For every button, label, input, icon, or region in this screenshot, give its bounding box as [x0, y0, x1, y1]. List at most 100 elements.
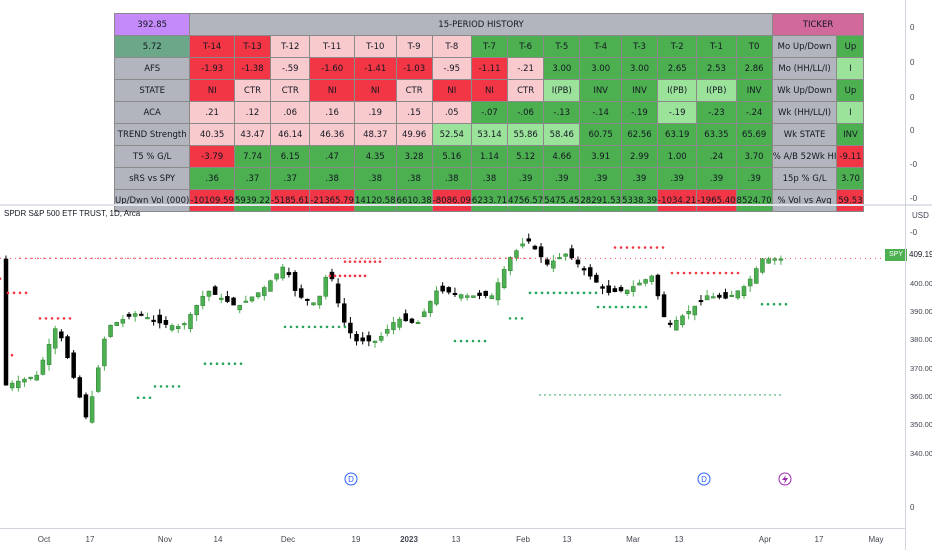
chart-title: SPDR S&P 500 ETF TRUST, 1D, Arca	[4, 209, 141, 218]
corner-value-cell: 392.85	[113, 13, 191, 36]
resistance-dot	[163, 257, 165, 260]
support-dot	[749, 394, 751, 396]
candle-body	[428, 301, 433, 314]
table-cell: 58.46	[543, 123, 581, 146]
table-row: T5 % G/L -3.79 7.74 6.15.47 4.35 3.28 5.16 1.14…	[113, 145, 865, 168]
table-cell: .38	[309, 167, 355, 190]
support-dot	[759, 394, 761, 396]
table-cell: 6.15	[270, 145, 311, 168]
resistance-dot	[378, 260, 382, 263]
support-dot	[709, 394, 711, 396]
candle-body	[286, 272, 292, 275]
price-axis[interactable]: USD 0 0 0 0 -0 -0 -0 400.00 390.00 380.00 370.00 36…	[905, 0, 932, 550]
resistance-dot	[187, 257, 189, 260]
table-cell: T-11	[309, 35, 355, 58]
support-dot	[739, 394, 741, 396]
candle-body	[397, 318, 402, 328]
resistance-dot	[259, 257, 261, 260]
support-dot	[539, 394, 541, 396]
side-value-cell: I	[836, 101, 865, 124]
indicator-axis-tick: -0	[910, 194, 918, 203]
table-cell: I(PB)	[696, 79, 737, 102]
support-dot	[552, 291, 556, 295]
time-axis-tick: 17	[814, 535, 824, 544]
resistance-dot	[211, 257, 213, 260]
table-cell: T-3	[620, 35, 659, 58]
resistance-dot	[145, 257, 147, 260]
price-axis-tick: 350.00	[910, 420, 932, 429]
table-cell: -.21	[507, 57, 545, 80]
candle-body	[661, 294, 667, 318]
resistance-dot	[127, 257, 129, 260]
table-cell: T-2	[657, 35, 698, 58]
table-cell: .12	[233, 101, 272, 124]
support-dot	[239, 362, 243, 366]
support-dot	[295, 325, 299, 329]
table-cell: .24	[696, 145, 737, 168]
price-axis-tick: 340.00	[910, 449, 932, 458]
support-dot	[602, 305, 606, 309]
row-label-cell: sRS vs SPY	[113, 167, 191, 190]
candle-body	[28, 376, 33, 379]
table-cell: .21	[189, 101, 235, 124]
resistance-dot	[91, 257, 93, 260]
candle-body	[40, 359, 46, 375]
support-dot	[659, 394, 661, 396]
candle-body	[298, 288, 304, 298]
table-cell: -1.03	[395, 57, 433, 80]
table-cell: .05	[431, 101, 472, 124]
event-dividend-icon	[344, 472, 358, 486]
resistance-dot	[247, 257, 249, 260]
side-label-cell: Wk Up/Down	[771, 79, 838, 102]
table-row: Up/Dwn Vol (000) -10109.59 5939.22 -5185.61…	[113, 189, 865, 212]
resistance-dot	[613, 246, 617, 249]
currency-label: USD	[912, 211, 929, 220]
candle-body	[631, 286, 636, 292]
support-dot	[594, 291, 598, 295]
pane-divider[interactable]	[0, 204, 932, 206]
table-cell: .38	[470, 167, 509, 190]
resistance-dot	[55, 257, 57, 260]
candle-body	[342, 303, 347, 323]
support-dot	[669, 394, 671, 396]
candle-body	[249, 296, 255, 302]
resistance-dot	[379, 257, 381, 260]
table-row: TREND Strength 40.35 43.47 46.14 46.36 48.37 4…	[113, 123, 865, 146]
resistance-dot	[133, 257, 135, 260]
resistance-dot	[151, 257, 153, 260]
candle-body	[3, 258, 9, 386]
candle-body	[335, 283, 341, 304]
resistance-dot	[724, 271, 728, 275]
resistance-dot	[363, 274, 367, 278]
indicator-axis-tick: 0	[910, 58, 915, 67]
resistance-dot	[157, 257, 159, 260]
table-cell: -.19	[657, 101, 698, 124]
lightning-icon	[782, 475, 788, 484]
time-axis-tick: 13	[674, 535, 684, 544]
resistance-dot	[730, 271, 734, 275]
support-dot	[465, 339, 469, 343]
resistance-dot	[169, 257, 171, 260]
candle-body	[483, 290, 488, 296]
resistance-dot	[265, 257, 267, 260]
candle-body	[120, 319, 126, 324]
support-dot	[564, 394, 566, 396]
candle-body	[169, 325, 175, 331]
candle-body	[698, 300, 704, 303]
time-axis[interactable]: Oct 17 Nov 14 Dec 19 2023 13 Feb 13 Mar 13 Apr 17 May	[0, 528, 905, 551]
candle-body	[569, 248, 575, 259]
table-cell: CTR	[395, 79, 433, 102]
resistance-dot	[61, 257, 63, 260]
table-cell: T0	[735, 35, 773, 58]
candle-body	[581, 268, 587, 271]
support-dot	[614, 394, 616, 396]
support-dot	[588, 291, 592, 295]
table-cell: I(PB)	[657, 79, 698, 102]
resistance-dot	[307, 257, 309, 260]
table-row: AFS -1.93 -1.38 -.59 -1.60 -1.41 -1.03 -.95 -1.1…	[113, 57, 865, 80]
time-axis-tick: 14	[213, 535, 223, 544]
resistance-dot	[235, 257, 237, 260]
candle-body	[9, 382, 15, 389]
